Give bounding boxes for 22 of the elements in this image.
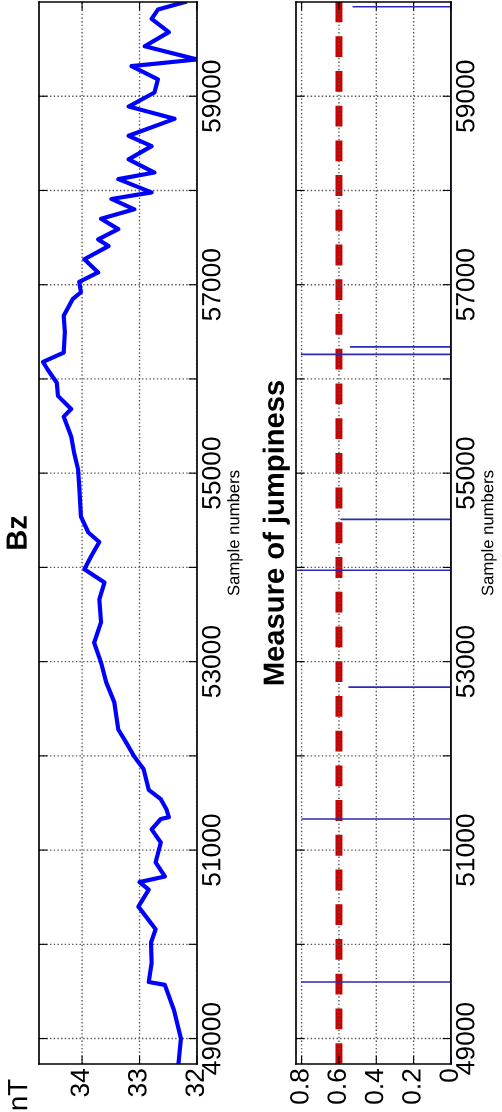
text: Measure of jumpiness (262, 381, 290, 685)
y-axis-title: Sample numbers (227, 470, 243, 596)
y-axis-title: Sample numbers (481, 470, 497, 596)
y-tick-label: 51000 (201, 814, 221, 886)
x-tick-label: 0.4 (364, 1068, 384, 1104)
x-tick-label: 33 (127, 1069, 147, 1097)
text: nT (8, 1079, 28, 1110)
y-tick-label: 51000 (455, 814, 475, 886)
x-tick-label: 34 (70, 1068, 90, 1097)
y-tick-label: 59000 (455, 60, 475, 132)
text: Bz (6, 516, 27, 549)
x-tick-label: 0.2 (402, 1069, 421, 1104)
y-tick-label: 55000 (455, 437, 475, 509)
x-tick-label: 0.6 (327, 1069, 347, 1104)
y-tick-label: 53000 (455, 625, 475, 698)
y-tick-label: 55000 (201, 437, 221, 509)
x-tick-label: 0.8 (290, 1069, 309, 1104)
y-tick-label: 57000 (201, 249, 221, 321)
line-series (40, 2, 197, 1064)
y-tick-label: 59000 (201, 60, 221, 132)
y-tick-label: 53000 (201, 625, 221, 698)
y-tick-label: 57000 (455, 249, 475, 321)
